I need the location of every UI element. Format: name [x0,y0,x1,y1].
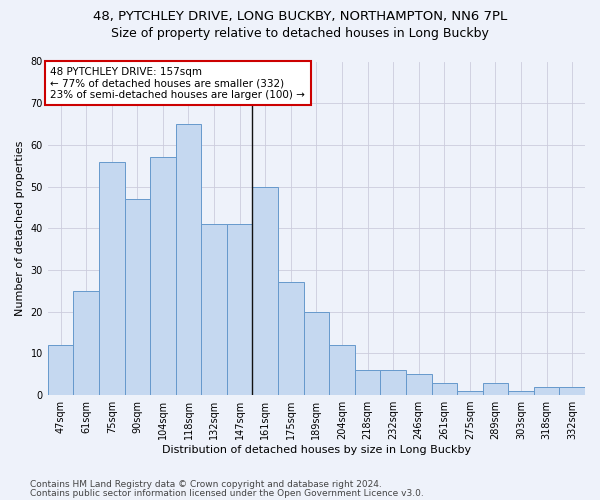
Bar [380,370,406,395]
Text: Contains HM Land Registry data © Crown copyright and database right 2024.: Contains HM Land Registry data © Crown c… [30,480,382,489]
Bar [201,224,227,395]
Bar [431,382,457,395]
Bar [304,312,329,395]
Bar [278,282,304,395]
Text: 48 PYTCHLEY DRIVE: 157sqm
← 77% of detached houses are smaller (332)
23% of semi: 48 PYTCHLEY DRIVE: 157sqm ← 77% of detac… [50,66,305,100]
Bar [125,199,150,395]
Text: Size of property relative to detached houses in Long Buckby: Size of property relative to detached ho… [111,28,489,40]
Bar [457,391,482,395]
Bar [73,291,99,395]
Bar [482,382,508,395]
Bar [508,391,534,395]
Bar [48,345,73,395]
Bar [150,158,176,395]
Bar [406,374,431,395]
Bar [176,124,201,395]
Bar [253,186,278,395]
Bar [99,162,125,395]
Bar [559,386,585,395]
Bar [227,224,253,395]
Bar [355,370,380,395]
X-axis label: Distribution of detached houses by size in Long Buckby: Distribution of detached houses by size … [162,445,471,455]
Bar [534,386,559,395]
Text: 48, PYTCHLEY DRIVE, LONG BUCKBY, NORTHAMPTON, NN6 7PL: 48, PYTCHLEY DRIVE, LONG BUCKBY, NORTHAM… [93,10,507,23]
Bar [329,345,355,395]
Text: Contains public sector information licensed under the Open Government Licence v3: Contains public sector information licen… [30,489,424,498]
Y-axis label: Number of detached properties: Number of detached properties [15,140,25,316]
